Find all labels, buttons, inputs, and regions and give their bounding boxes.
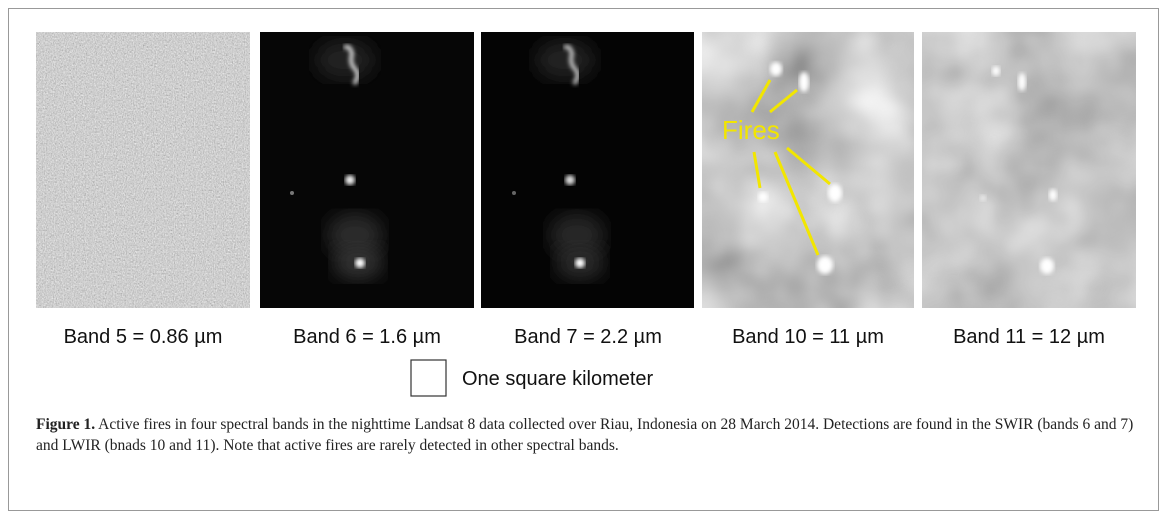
panel-label: Band 6 = 1.6 µm: [293, 326, 441, 348]
band10-image: Fires: [702, 32, 914, 308]
caption-label: Figure 1.: [36, 416, 96, 433]
panel-label: Band 5 = 0.86 µm: [64, 326, 223, 348]
band11-image: [922, 32, 1136, 308]
band5-image: [36, 32, 250, 308]
scale-square: [410, 359, 447, 397]
panel-label: Band 7 = 2.2 µm: [514, 326, 662, 348]
figure-caption: Figure 1. Active fires in four spectral …: [36, 414, 1136, 456]
caption-text: Active fires in four spectral bands in t…: [36, 416, 1134, 454]
band7-image: [481, 32, 694, 308]
figure-frame: [8, 8, 1159, 511]
scale-label: One square kilometer: [462, 368, 654, 390]
panel-label: Band 11 = 12 µm: [953, 326, 1105, 348]
figure-graphic: Fires Band 5 = 0.86 µm Band 6 = 1.6 µm Ban…: [36, 32, 1136, 397]
fires-annotation: Fires: [722, 115, 780, 145]
panel-label: Band 10 = 11 µm: [732, 326, 884, 348]
band6-image: [260, 32, 474, 308]
